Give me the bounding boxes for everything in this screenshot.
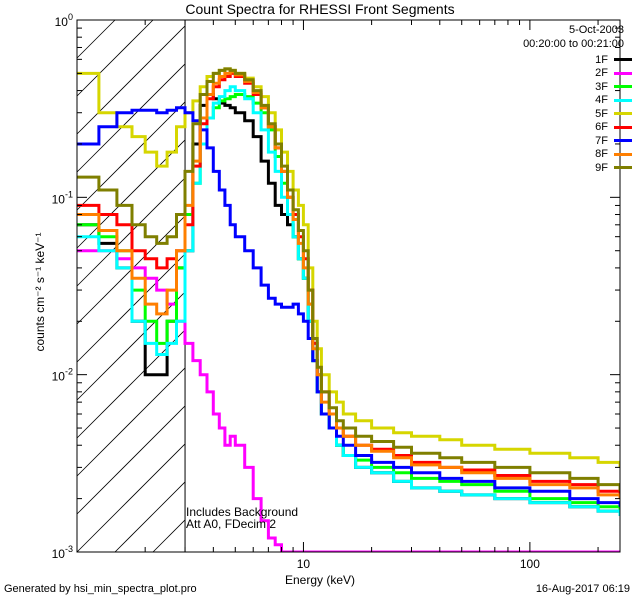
generated-timestamp: 16-Aug-2017 06:19: [535, 583, 630, 595]
series-line-7F: [77, 106, 620, 507]
hatch-line: [76, 63, 186, 173]
legend-label: 7F: [595, 134, 608, 147]
legend-entry-5F: 5F: [582, 107, 632, 121]
hatch-line: [76, 405, 186, 515]
time-range: 00:20:00 to 00:21:00: [523, 38, 624, 50]
y-tick-label: 10-1: [52, 189, 73, 206]
legend-entry-1F: 1F: [582, 53, 632, 67]
legend-label: 8F: [595, 148, 608, 161]
x-axis-label: Energy (keV): [284, 573, 356, 587]
hatch-line: [152, 519, 186, 553]
x-tick-label: 10: [297, 557, 311, 571]
hatched-region: [76, 19, 186, 553]
legend-label: 4F: [595, 94, 608, 107]
series-line-8F: [77, 70, 620, 499]
hatch-line: [76, 367, 186, 477]
hatch-line: [76, 19, 154, 97]
series-line-3F: [77, 93, 620, 512]
legend-label: 5F: [595, 107, 608, 120]
legend-label: 6F: [595, 121, 608, 134]
legend-swatch: [614, 125, 632, 129]
series-line-9F: [77, 67, 620, 492]
legend: 1F 2F 3F 4F 5F 6F 7F 8F 9F: [582, 53, 632, 175]
legend-entry-2F: 2F: [582, 67, 632, 81]
y-tick-label: 10-3: [52, 544, 73, 561]
legend-entry-9F: 9F: [582, 161, 632, 175]
hatch-line: [76, 25, 186, 135]
hatch-line: [76, 19, 116, 59]
hatch-line: [76, 443, 186, 553]
hatch-line: [114, 481, 186, 553]
y-tick-label: 100: [55, 12, 73, 29]
legend-swatch: [614, 85, 632, 89]
annotation-attenuator: Att A0, FDecim 2: [186, 517, 277, 531]
legend-swatch: [614, 71, 632, 75]
legend-swatch: [614, 112, 632, 116]
hatch-line: [76, 101, 186, 211]
series-line-4F: [77, 85, 620, 516]
legend-swatch: [614, 58, 632, 62]
plot-frame: [76, 19, 621, 553]
legend-entry-7F: 7F: [582, 134, 632, 148]
legend-swatch: [614, 139, 632, 143]
legend-label: 9F: [595, 161, 608, 174]
legend-label: 2F: [595, 67, 608, 80]
generated-by-text: Generated by hsi_min_spectra_plot.pro: [4, 583, 197, 595]
legend-entry-3F: 3F: [582, 80, 632, 94]
legend-swatch: [614, 98, 632, 102]
legend-label: 1F: [595, 53, 608, 66]
y-axis-label: counts cm⁻² s⁻¹ keV⁻¹: [33, 232, 47, 352]
series-line-2F: [77, 249, 620, 552]
chart-title: Count Spectra for RHESSI Front Segments: [185, 1, 455, 17]
y-tick-label: 10-2: [52, 367, 73, 384]
legend-swatch: [614, 166, 632, 170]
annotation-background: Includes Background: [186, 505, 299, 519]
legend-swatch: [614, 152, 632, 156]
observation-date: 5-Oct-2003: [568, 24, 624, 36]
legend-entry-8F: 8F: [582, 148, 632, 162]
legend-label: 3F: [595, 80, 608, 93]
legend-entry-4F: 4F: [582, 94, 632, 108]
x-tick-label: 100: [520, 557, 540, 571]
legend-entry-6F: 6F: [582, 121, 632, 135]
